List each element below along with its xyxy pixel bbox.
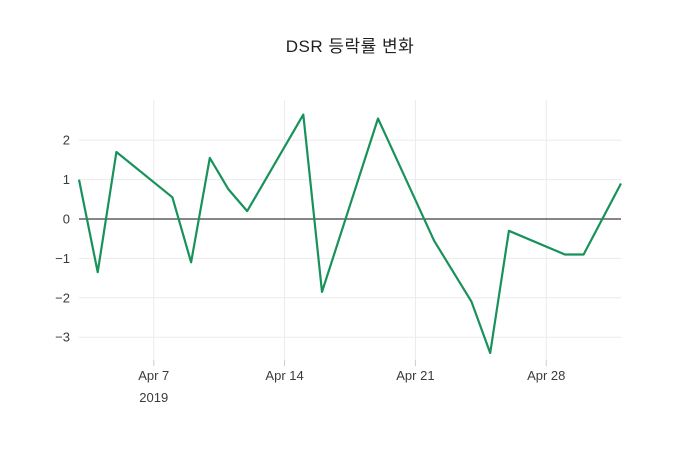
x-axis-year-label: 2019	[139, 390, 168, 405]
y-tick-label: 2	[63, 133, 70, 148]
y-tick-label: 1	[63, 172, 70, 187]
y-tick-label: −2	[55, 290, 70, 305]
x-tick-label: Apr 7	[138, 368, 169, 383]
series-line	[77, 113, 622, 355]
x-tick-label: Apr 28	[527, 368, 565, 383]
y-tick-label: −1	[55, 251, 70, 266]
x-tick-label: Apr 21	[396, 368, 434, 383]
x-tick-label: Apr 14	[265, 368, 303, 383]
y-tick-label: −3	[55, 330, 70, 345]
chart-title: DSR 등락률 변화	[285, 37, 415, 56]
y-tick-label: 0	[63, 212, 70, 227]
